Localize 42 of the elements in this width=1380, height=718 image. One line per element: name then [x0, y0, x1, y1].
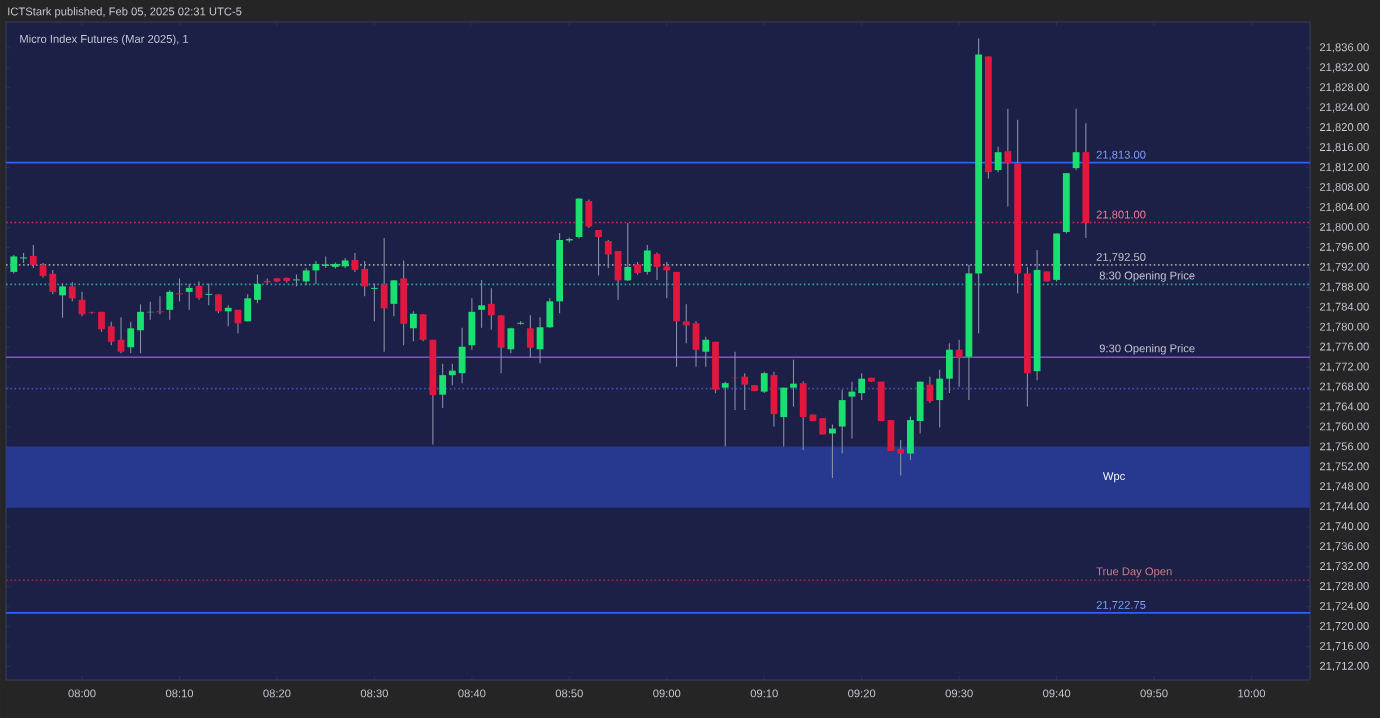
candlestick: [994, 146, 1002, 173]
candlestick: [205, 282, 213, 306]
candlestick: [176, 277, 183, 302]
candlestick: [546, 297, 554, 329]
candlestick: [400, 259, 408, 346]
candlestick: [702, 336, 710, 368]
candlestick: [624, 222, 632, 282]
candlestick: [59, 282, 66, 319]
candlestick: [741, 372, 749, 411]
candlestick: [507, 327, 515, 354]
candlestick: [595, 229, 602, 276]
candlestick: [185, 283, 193, 311]
candlestick: [955, 339, 963, 388]
candlestick: [721, 381, 729, 448]
candlestick: [760, 371, 768, 394]
candlestick: [419, 313, 427, 342]
candlestick: [838, 389, 846, 455]
candlestick: [829, 424, 836, 479]
candlestick: [68, 281, 76, 302]
candlestick: [780, 387, 788, 448]
candlestick: [409, 310, 417, 342]
candlestick: [497, 314, 505, 374]
candlestick: [712, 341, 719, 394]
candlestick: [468, 297, 476, 351]
candlestick: [478, 279, 485, 329]
candlestick: [370, 282, 378, 322]
candlestick: [487, 287, 495, 331]
candlestick: [1004, 108, 1012, 208]
candlestick: [380, 237, 388, 353]
candlestick: [29, 244, 37, 269]
candlestick: [1053, 232, 1061, 282]
candlestick: [936, 369, 944, 429]
candlestick: [585, 199, 593, 229]
candlestick: [1072, 108, 1080, 171]
candlestick: [439, 363, 447, 409]
candlestick: [790, 359, 797, 408]
candlestick: [643, 244, 651, 275]
candlestick: [945, 342, 953, 394]
candlestick: [166, 289, 174, 321]
candlestick: [526, 314, 534, 359]
candlestick: [390, 279, 398, 317]
candlestick: [215, 293, 222, 314]
